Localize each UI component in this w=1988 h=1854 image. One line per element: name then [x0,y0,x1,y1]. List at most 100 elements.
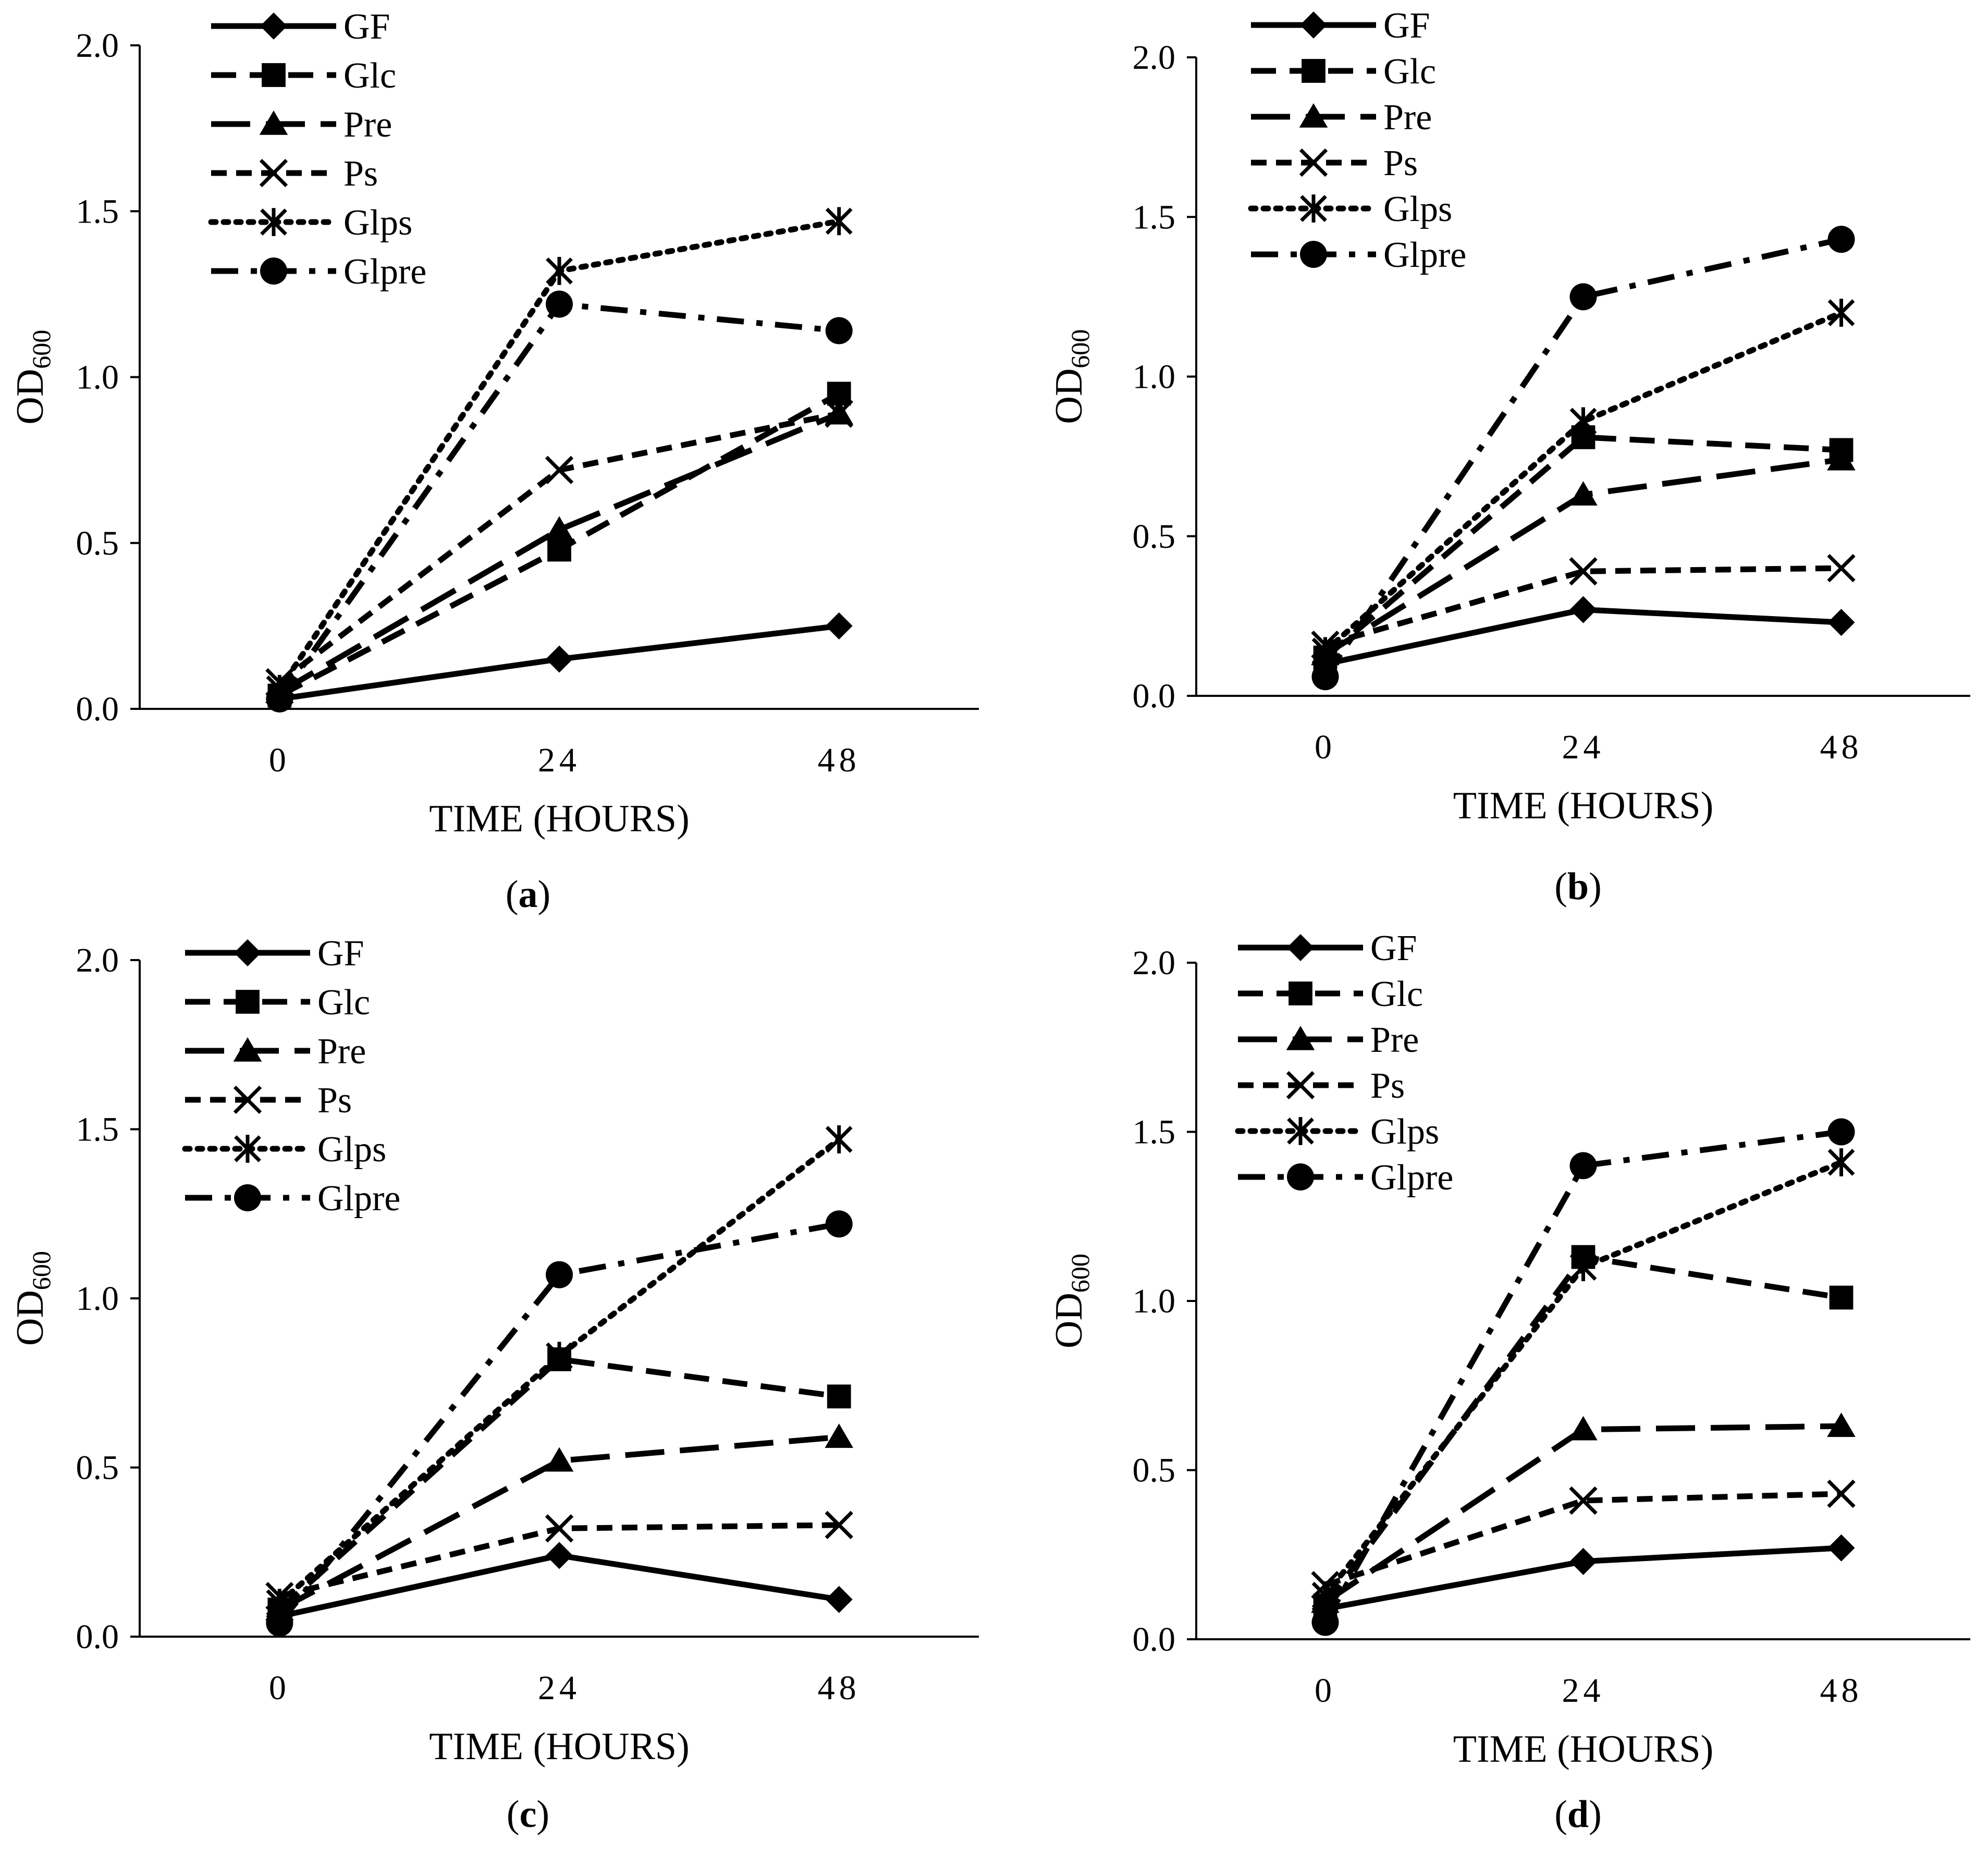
legend-marker-triangle-icon [259,110,288,135]
data-point-glpre [825,317,853,345]
series-line-ps [1324,565,1842,648]
legend-label-glpre: Glpre [317,1178,400,1219]
y-tick-label: 1.5 [76,192,119,230]
data-point-glps [825,1125,853,1153]
legend-marker-x-icon [233,1085,262,1114]
legend-marker-circle-icon [1300,241,1327,268]
y-axis-label: OD600 [1048,329,1095,424]
legend-label-glpre: Glpre [1370,1158,1453,1198]
x-tick-label: 0 [1315,728,1336,766]
data-point-glc [1829,1285,1854,1310]
chart-panel-c: 0.0 0.5 1.0 1.5 2.0 0 24 48 TIME (HOURS) OD600 GF G… [9,934,979,1836]
data-point-glpre [546,290,573,318]
data-point-glps [825,207,853,236]
y-tick-label: 1.5 [76,1111,119,1149]
y-tick-label: 0.0 [1133,1620,1176,1659]
legend-marker-asterisk-icon [234,1135,261,1163]
y-tick-label: 2.0 [1133,944,1176,982]
data-point-gf [1569,1548,1597,1575]
y-tick-label: 2.0 [76,941,119,979]
x-tick-label: 0 [269,1669,290,1707]
data-point-gf [1827,609,1855,636]
data-point-glps [1569,407,1597,436]
x-tick-label: 24 [1562,1672,1605,1710]
y-axis-label: OD600 [1048,1254,1095,1348]
series-line-ps [1324,1491,1842,1588]
legend-marker-circle-icon [1287,1163,1314,1190]
data-point-gf [1827,1534,1855,1562]
legend-label-pre: Pre [1383,97,1432,138]
data-point-gf [825,1586,853,1613]
data-point-gf [546,1542,573,1569]
legend-marker-diamond-icon [234,939,261,966]
panel-caption: (c) [507,1793,549,1836]
chart-panel-d: 0.0 0.5 1.0 1.5 2.0 0 24 48 TIME (HOURS) OD600 GF G… [1048,928,1970,1836]
legend-marker-triangle-icon [1286,1026,1315,1050]
y-tick-label: 0.5 [1133,1452,1176,1490]
x-tick-label: 24 [538,741,581,779]
data-point-glpre [266,1610,293,1637]
y-tick-label: 0.0 [76,1618,119,1656]
legend-label-ps: Ps [343,154,378,194]
panel-caption: (d) [1554,1793,1601,1836]
legend-label-pre: Pre [1370,1020,1419,1060]
legend-marker-square-icon [1302,59,1326,83]
data-point-glpre [266,685,293,713]
data-point-ps [545,456,574,484]
series-line-pre [1323,1423,1842,1605]
legend-marker-asterisk-icon [1300,194,1327,223]
y-tick-label: 1.5 [1133,1113,1176,1151]
x-tick-label: 0 [269,741,290,779]
legend-marker-triangle-icon [233,1037,262,1062]
data-point-pre [1827,1413,1856,1437]
x-axis-label: TIME (HOURS) [1453,1728,1713,1771]
data-point-glpre [1827,226,1855,253]
chart-panel-b: 0.0 0.5 1.0 1.5 2.0 0 24 48 TIME (HOURS) OD600 GF G… [1048,6,1970,908]
data-point-glpre [1827,1118,1855,1146]
legend-label-glpre: Glpre [343,252,426,292]
panel-caption: (a) [506,873,550,916]
data-point-pre [1569,1416,1598,1441]
data-point-ps [1827,1479,1856,1508]
legend-marker-circle-icon [260,257,287,285]
y-tick-label: 1.0 [76,1280,119,1318]
legend-label-ps: Ps [1370,1066,1405,1106]
data-point-glps [1311,637,1339,666]
legend-label-gf: GF [343,7,390,47]
legend-marker-square-icon [236,990,260,1014]
legend-label-ps: Ps [1383,143,1418,183]
legend-marker-x-icon [259,158,288,188]
data-point-gf [1569,596,1597,623]
legend-marker-circle-icon [234,1184,261,1211]
data-point-ps [1569,1486,1598,1515]
series-line-glc [277,1356,840,1612]
data-point-glps [1827,299,1855,327]
x-tick-label: 24 [538,1669,581,1707]
data-point-glc [827,1384,851,1409]
legend-label-glps: Glps [1383,189,1452,229]
legend-marker-triangle-icon [1299,103,1328,128]
data-point-glps [546,256,573,285]
x-axis-label: TIME (HOURS) [1453,784,1713,827]
legend-label-gf: GF [1383,6,1430,46]
y-tick-label: 0.5 [76,1449,119,1487]
x-tick-label: 48 [1820,728,1863,766]
data-point-glpre [1569,283,1597,311]
data-point-glpre [546,1261,573,1288]
data-point-ps [825,399,853,428]
legend-marker-x-icon [1299,148,1328,177]
legend-label-glc: Glc [1370,974,1423,1014]
legend-label-glps: Glps [1370,1112,1439,1152]
x-axis-label: TIME (HOURS) [429,1725,689,1768]
legend-marker-square-icon [262,63,286,87]
data-point-glps [546,1342,573,1370]
data-point-ps [545,1514,574,1543]
data-point-pre [825,1423,853,1448]
legend-label-glps: Glps [343,203,412,243]
x-tick-label: 48 [818,741,861,779]
data-point-pre [1569,481,1598,506]
series-line-pre [278,411,840,695]
legend-label-ps: Ps [317,1081,352,1121]
data-point-ps [1827,554,1856,583]
x-axis-label: TIME (HOURS) [429,797,689,840]
